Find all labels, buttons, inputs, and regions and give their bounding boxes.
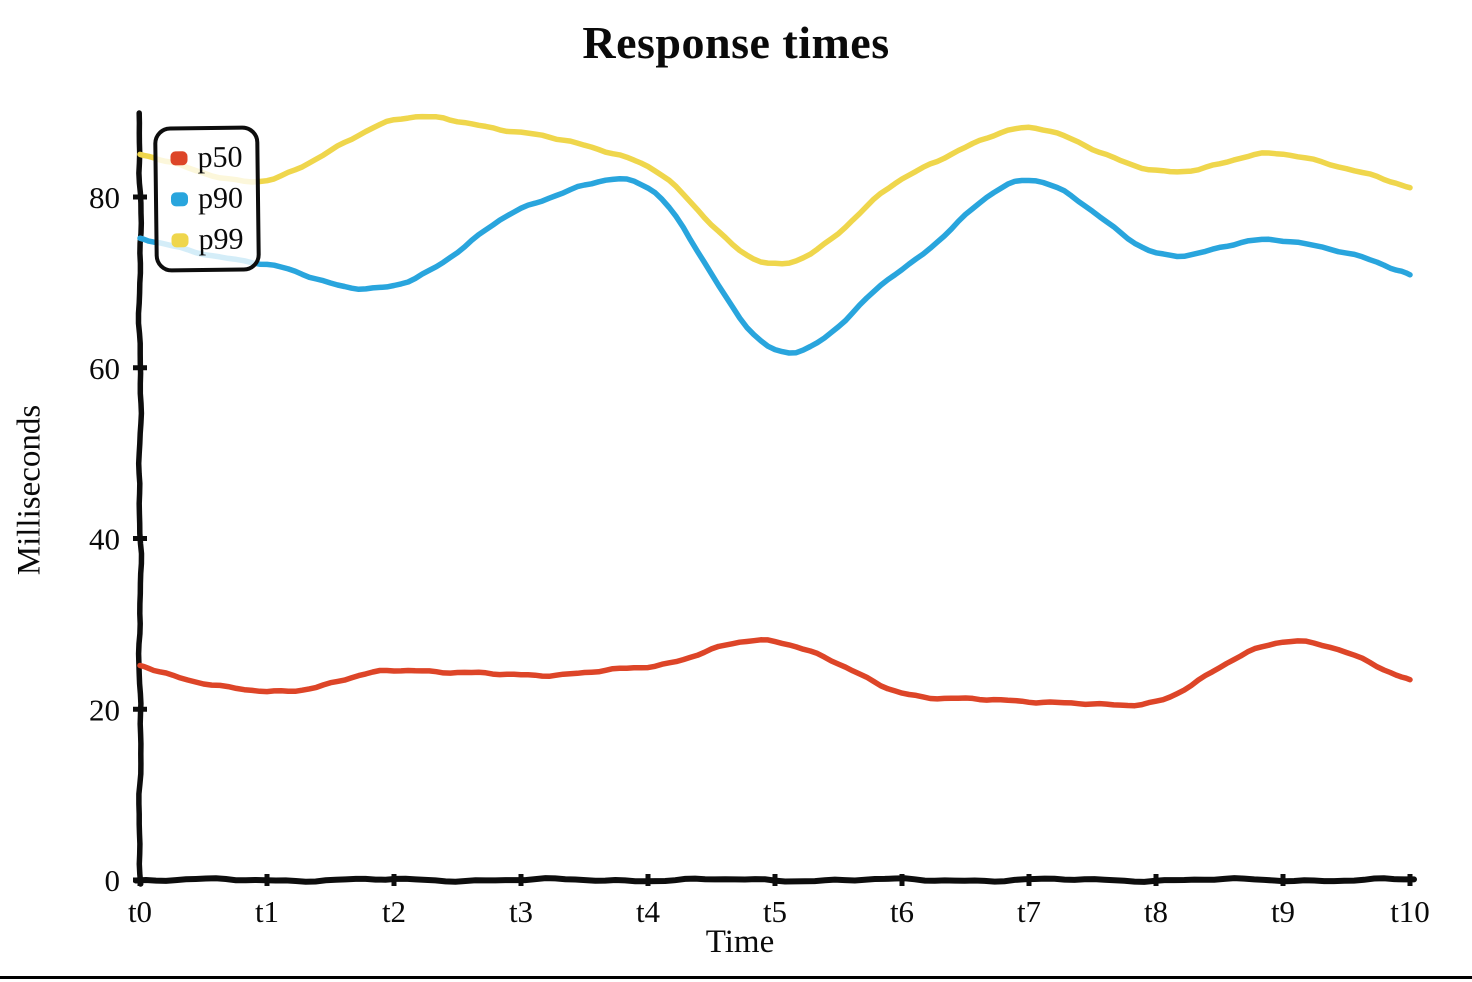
series-line-p99	[137, 113, 1413, 267]
y-axis-line	[135, 110, 145, 887]
legend-label-p99: p99	[198, 222, 244, 257]
legend-item-p90: p90	[170, 179, 244, 220]
legend-swatch-p50	[170, 151, 188, 166]
y-tick-label: 60	[89, 351, 120, 386]
y-tick-label: 40	[89, 522, 120, 557]
x-tick-label: t4	[636, 894, 661, 929]
series-line-p50	[137, 637, 1413, 709]
y-tick-label: 80	[89, 180, 120, 215]
legend-item-p99: p99	[171, 220, 244, 261]
x-tick-label: t5	[763, 894, 787, 929]
x-axis-label: Time	[705, 924, 775, 960]
y-tick-label: 20	[89, 692, 120, 727]
legend-swatch-p90	[170, 192, 189, 207]
series-line-p90	[137, 176, 1413, 356]
x-tick-label: t0	[128, 894, 152, 929]
x-tick-label: t7	[1017, 894, 1041, 929]
legend-item-p50: p50	[170, 138, 243, 179]
legend: p50 p90 p99	[153, 125, 261, 273]
chart-title: Response times	[582, 17, 890, 68]
x-tick-label: t3	[509, 894, 533, 929]
x-tick-label: t1	[255, 894, 279, 929]
x-tick-label: t9	[1271, 894, 1295, 929]
legend-label-p90: p90	[197, 181, 244, 216]
x-tick-label: t6	[890, 894, 914, 929]
legend-label-p50: p50	[197, 140, 243, 175]
x-tick-label: t2	[382, 894, 406, 929]
legend-swatch-p99	[171, 233, 189, 248]
bottom-border	[0, 976, 1472, 979]
y-axis-label: Milliseconds	[11, 404, 48, 576]
x-tick-label: t10	[1390, 894, 1430, 929]
y-tick-label: 0	[105, 863, 121, 898]
x-tick-label: t8	[1144, 894, 1168, 929]
